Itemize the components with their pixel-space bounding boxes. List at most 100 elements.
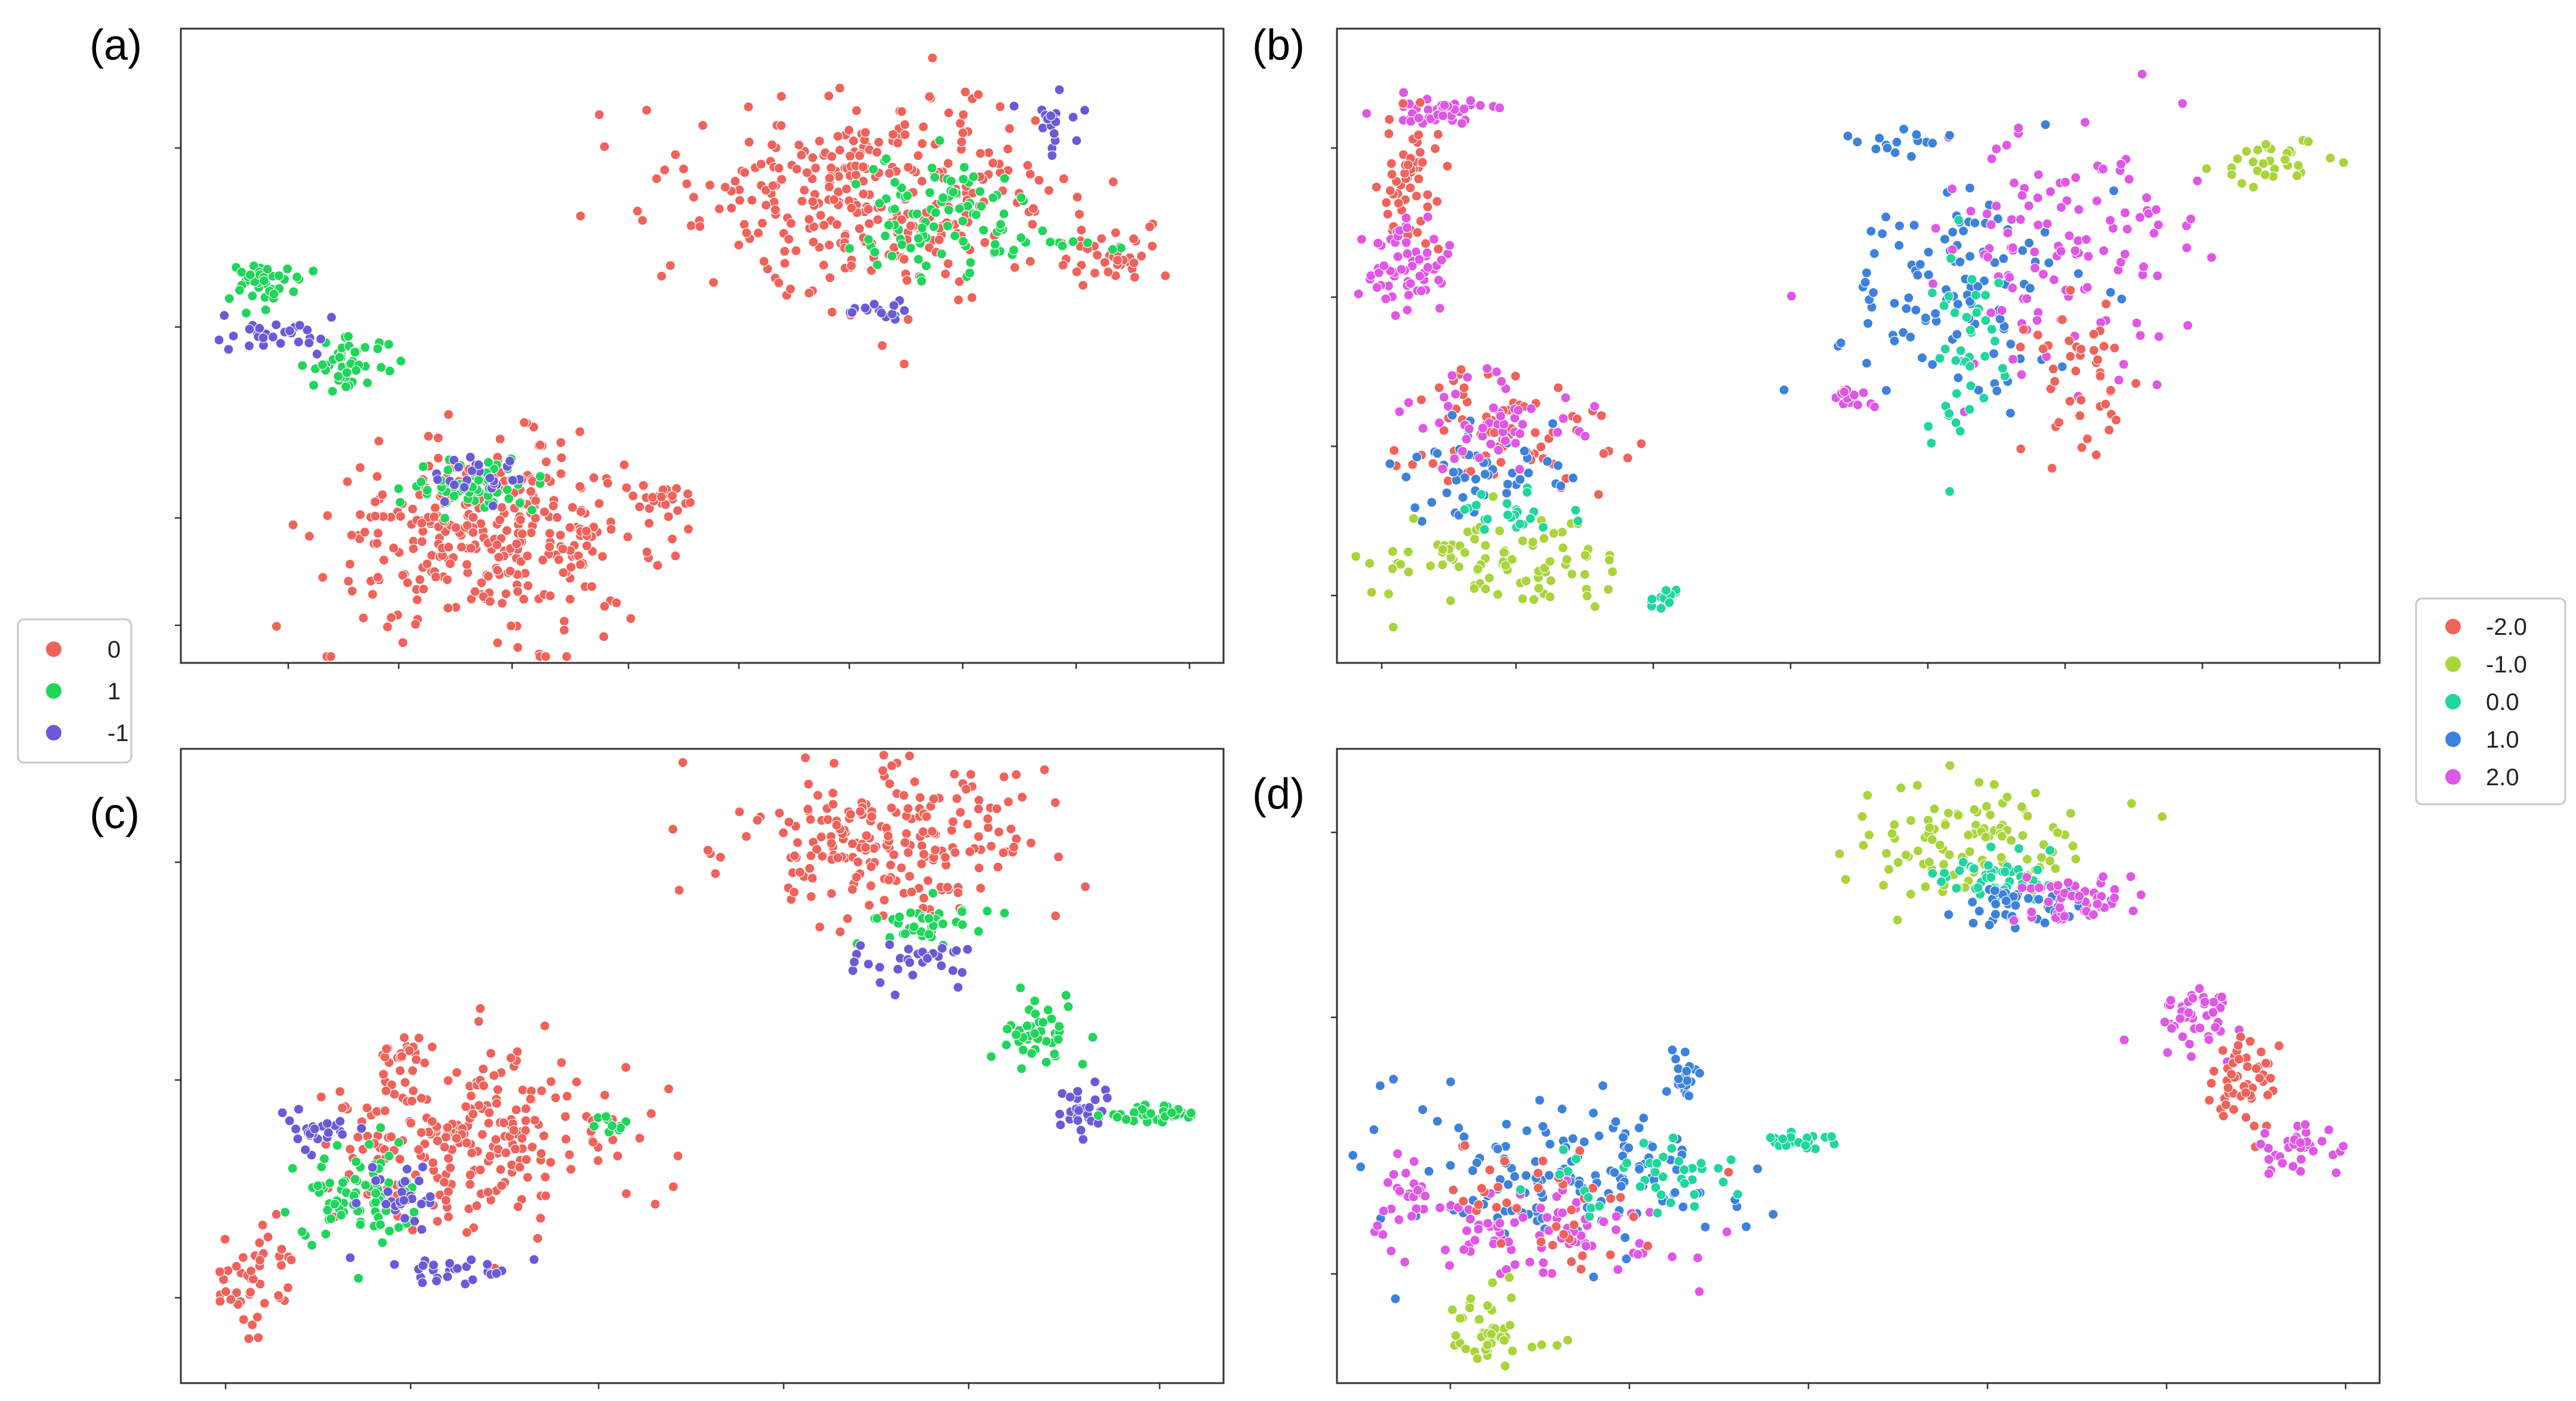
scatter-point [2057,362,2067,372]
scatter-point [874,198,885,209]
scatter-point [948,187,959,198]
scatter-point [1891,137,1902,147]
scatter-point [2195,1023,2205,1033]
scatter-point [599,601,610,612]
scatter-point [1108,177,1118,187]
scatter-point [322,510,333,521]
scatter-point [383,1177,395,1188]
scatter-point [682,488,694,499]
scatter-point [402,577,413,588]
scatter-point [1054,1109,1065,1119]
scatter-point [2036,852,2047,863]
scatter-point [282,1282,293,1293]
scatter-point [461,1227,472,1238]
scatter-point [468,527,479,538]
scatter-point [1046,1013,1057,1024]
scatter-point [1472,1353,1483,1364]
scatter-point [1570,505,1581,516]
scatter-point [329,1199,340,1209]
scatter-point [415,476,427,487]
scatter-point [1402,248,1413,259]
scatter-point [1037,1017,1049,1028]
scatter-point [529,1115,540,1126]
scatter-point [1993,277,2004,288]
scatter-point [943,107,954,118]
scatter-point [2095,371,2106,382]
scatter-point [254,1255,266,1266]
scatter-point [2204,1095,2215,1106]
scatter-point [1923,247,1934,258]
scatter-point [1958,857,1968,868]
scatter-point [1050,797,1061,808]
scatter-point [785,218,797,229]
scatter-point [973,926,984,937]
scatter-point [492,637,503,649]
scatter-point [1968,863,1979,874]
scatter-point [1990,909,2001,919]
scatter-point [1884,864,1894,875]
scatter-point [730,176,741,187]
scatter-point [2009,178,2020,189]
scatter-point [409,1215,420,1227]
scatter-point [1576,1264,1586,1275]
scatter-point [334,1086,346,1097]
scatter-point [393,1137,404,1148]
scatter-point [370,511,381,521]
scatter-point [1896,782,1906,794]
scatter-point [886,760,897,771]
scatter-point [1015,982,1026,993]
scatter-point [406,1096,417,1106]
scatter-point [889,177,900,188]
scatter-point [1861,358,1872,369]
scatter-point [464,1179,476,1190]
scatter-point [419,1057,430,1069]
scatter-point [1462,526,1473,537]
scatter-point [1482,514,1493,524]
scatter-point [2070,853,2081,865]
scatter-point [1460,1344,1471,1354]
scatter-point [789,850,800,861]
scatter-point [517,529,528,539]
scatter-point [370,1188,381,1199]
scatter-point [678,163,689,174]
scatter-point [1387,563,1398,574]
scatter-point [297,1226,307,1237]
scatter-point [965,769,976,780]
scatter-point [1967,897,1978,908]
scatter-point [2254,1073,2265,1084]
scatter-point [433,453,444,464]
scatter-point [1558,542,1569,553]
scatter-point [1459,1140,1470,1151]
scatter-point [1899,124,1909,134]
scatter-point [1389,445,1400,456]
scatter-point [1412,452,1422,462]
scatter-point [1588,1272,1599,1282]
scatter-point [1598,1216,1609,1227]
scatter-point [1403,567,1414,578]
scatter-point [1834,848,1845,859]
scatter-point [1078,1134,1089,1145]
scatter-point [1566,1205,1577,1215]
scatter-point [708,277,719,288]
scatter-point [1881,385,1892,396]
scatter-point [337,1129,348,1140]
scatter-point [537,554,549,566]
scatter-point [233,1299,244,1310]
scatter-point [238,1252,248,1263]
scatter-point [1546,1268,1557,1279]
scatter-point [2043,896,2054,908]
scatter-point [982,813,993,824]
scatter-point [2218,1110,2229,1122]
scatter-point [1416,285,1426,297]
scatter-point [360,1180,371,1190]
scatter-point [1616,1181,1626,1192]
scatter-point [995,101,1006,112]
scatter-point [933,234,945,245]
scatter-point [1499,1156,1510,1167]
scatter-point [1009,101,1019,112]
scatter-point [1951,417,1961,428]
scatter-point [1996,831,2007,842]
scatter-point [500,1147,511,1158]
scatter-point [793,140,805,150]
scatter-point [247,1319,258,1331]
